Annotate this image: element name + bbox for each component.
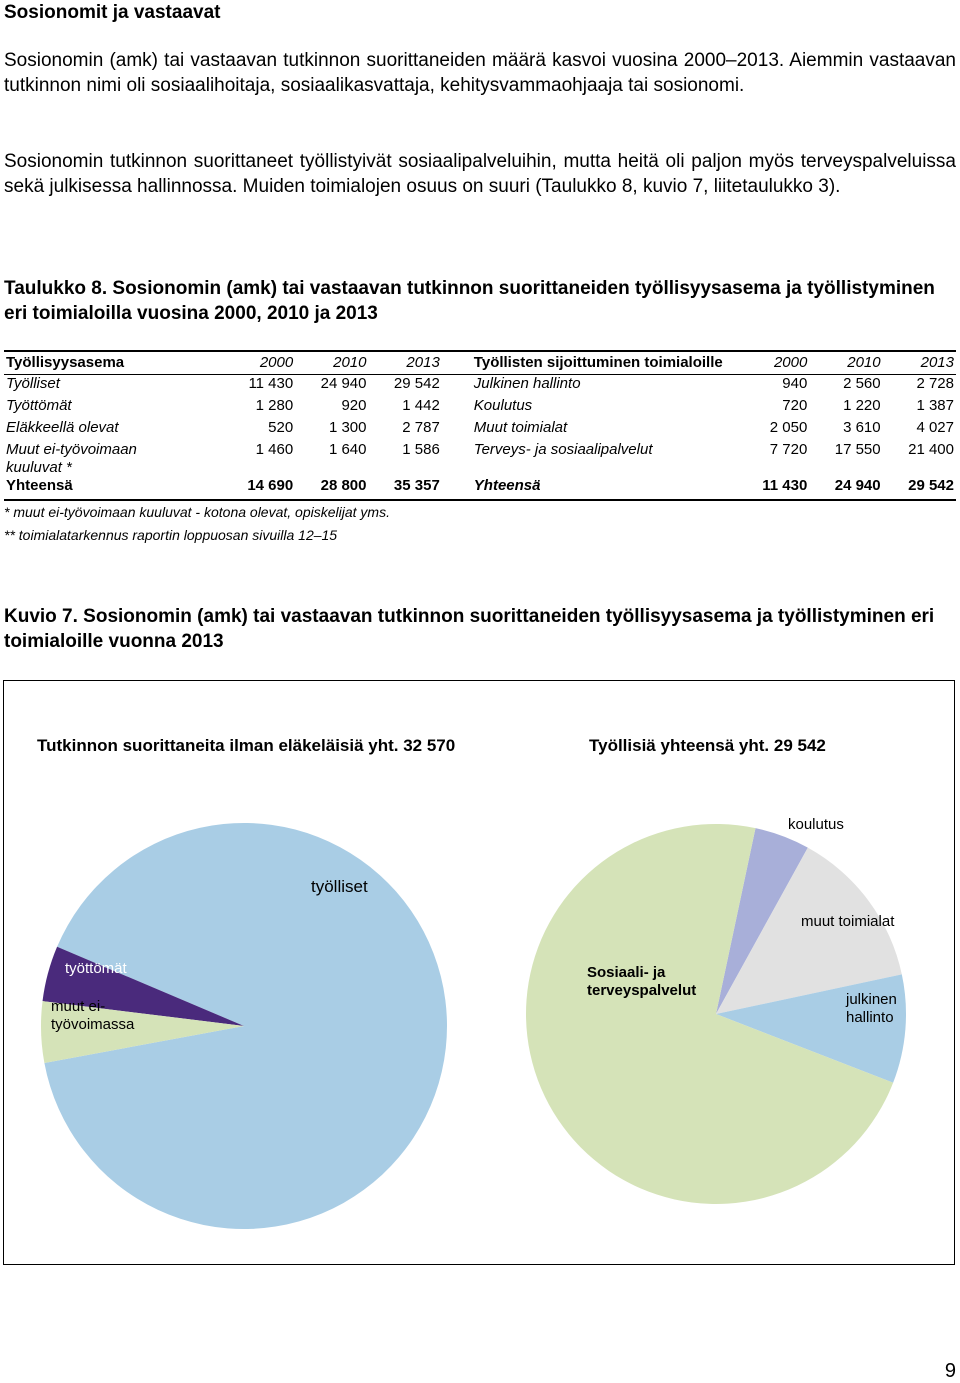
pie-slice [716,974,906,1083]
table-cell: 3 610 [843,419,881,436]
table-cell: 35 357 [368,477,442,501]
table-cell: 1 586 [402,441,440,458]
table-cell: 11 430 [741,477,810,501]
paragraph: Sosionomin tutkinnon suorittaneet työlli… [4,151,956,197]
slice-label: työlliset [311,877,368,896]
slice-label: koulutus [788,816,844,833]
table-cell: 1 300 [328,419,367,436]
table-cell: 4 027 [916,419,954,436]
table-cell: 14 690 [174,477,296,501]
table-row: Työttömät 1 280 920 1 442 Koulutus 720 1 220 1 … [4,397,956,419]
table-cell: 2 050 [769,419,808,436]
table-cell: 28 800 [295,477,369,501]
column-header: 2013 [882,350,956,375]
table-cell: 2 560 [843,375,881,392]
column-header: 2010 [809,350,883,375]
slice-label: Sosiaali- ja terveyspalvelut [587,964,697,999]
row-label: Työlliset [6,375,60,392]
row-label: Koulutus [473,397,533,414]
row-label: Eläkkeellä olevat [6,419,119,436]
table-cell: 24 940 [320,375,367,392]
pie-slice [44,823,448,1229]
row-label: Terveys- ja sosiaalipalvelut [473,441,653,458]
pie-slice [526,824,894,1204]
table-row: Työlliset 11 430 24 940 29 542 Julkinen hall… [4,375,956,398]
heading-block: Sosionomit ja vastaavat [4,2,956,24]
table-row: Eläkkeellä olevat 520 1 300 2 787 Muut toimi… [4,419,956,441]
row-label: Muut ei-työvoimaan kuuluvat * [6,441,137,476]
pie-title: Tutkinnon suorittaneita ilman eläkeläisi… [37,736,456,755]
table-cell: 1 460 [255,441,294,458]
column-header: 2000 [174,350,296,375]
column-header: 2013 [368,350,442,375]
paragraph-block: Sosionomin (amk) tai vastaavan tutkinnon… [4,48,956,98]
row-label: Muut toimialat [473,419,568,436]
table-cell: 11 430 [248,375,294,392]
page-number: 9 [944,1360,956,1382]
column-header: Työllisten sijoittuminen toimialoille [441,350,742,375]
table-cell: 920 [341,397,367,414]
table-cell: 720 [782,397,808,414]
heading: Sosionomit ja vastaavat [4,2,221,23]
row-label: Yhteensä [441,477,742,501]
paragraph: Sosionomin (amk) tai vastaavan tutkinnon… [4,50,956,96]
slice-label: muut toimialat [801,913,895,930]
table-block: Työllisyysasema 2000 2010 2013 Työllisten si… [4,350,956,547]
table-cell: 21 400 [908,441,954,458]
table-cell: 24 940 [809,477,883,501]
table-cell: 1 220 [843,397,881,414]
slice-label: työttömät [65,960,127,977]
table-note: * muut ei-työvoimaan kuuluvat - kotona o… [4,504,390,520]
table-note: ** toimialatarkennus raportin loppuosan … [4,527,338,543]
table-notes: * muut ei-työvoimaan kuuluvat - kotona o… [4,501,956,547]
table-cell: 1 640 [328,441,367,458]
slice-label: julkinen hallinto [846,991,897,1026]
table-row: Yhteensä 14 690 28 800 35 357 Yhteensä 11 430… [4,477,956,501]
table: Työllisyysasema 2000 2010 2013 Työllisten si… [4,350,956,501]
pie-slice [41,1001,244,1063]
table-caption: Taulukko 8. Sosionomin (amk) tai vastaav… [4,278,935,324]
row-label: Yhteensä [4,477,175,501]
pie-title: Työllisiä yhteensä yht. 29 542 [589,736,826,755]
slice-label: muut ei-työvoimassa [51,998,135,1033]
table-cell: 17 550 [834,441,881,458]
table-cell: 7 720 [769,441,808,458]
row-label: Julkinen hallinto [473,375,581,392]
column-header: 2010 [295,350,369,375]
table-cell: 520 [268,419,294,436]
header-row: Työllisyysasema 2000 2010 2013 Työllisten si… [4,350,956,375]
table-cell: 2 728 [916,375,954,392]
table-cell: 1 280 [255,397,294,414]
table-cell: 940 [782,375,808,392]
pie-slice [42,946,245,1026]
table-cell: 1 442 [402,397,440,414]
row-label: Työttömät [6,397,72,414]
column-header: Työllisyysasema [4,350,175,375]
table-row: Muut ei-työvoimaan kuuluvat * 1 460 1 640 1… [4,441,956,477]
figure: Tutkinnon suorittaneita ilman eläkeläisi… [3,680,955,1265]
figure-caption: Kuvio 7. Sosionomin (amk) tai vastaavan … [4,606,935,652]
table-cell: 29 542 [393,375,440,392]
pie-slice [716,828,808,1014]
column-header: 2000 [741,350,810,375]
pie-slice [716,847,902,1014]
table-cell: 1 387 [916,397,954,414]
table-cell: 2 787 [402,419,440,436]
paragraph-block: Sosionomin tutkinnon suorittaneet työlli… [4,149,956,199]
pie-charts [41,823,906,1229]
table-cell: 29 542 [882,477,956,501]
